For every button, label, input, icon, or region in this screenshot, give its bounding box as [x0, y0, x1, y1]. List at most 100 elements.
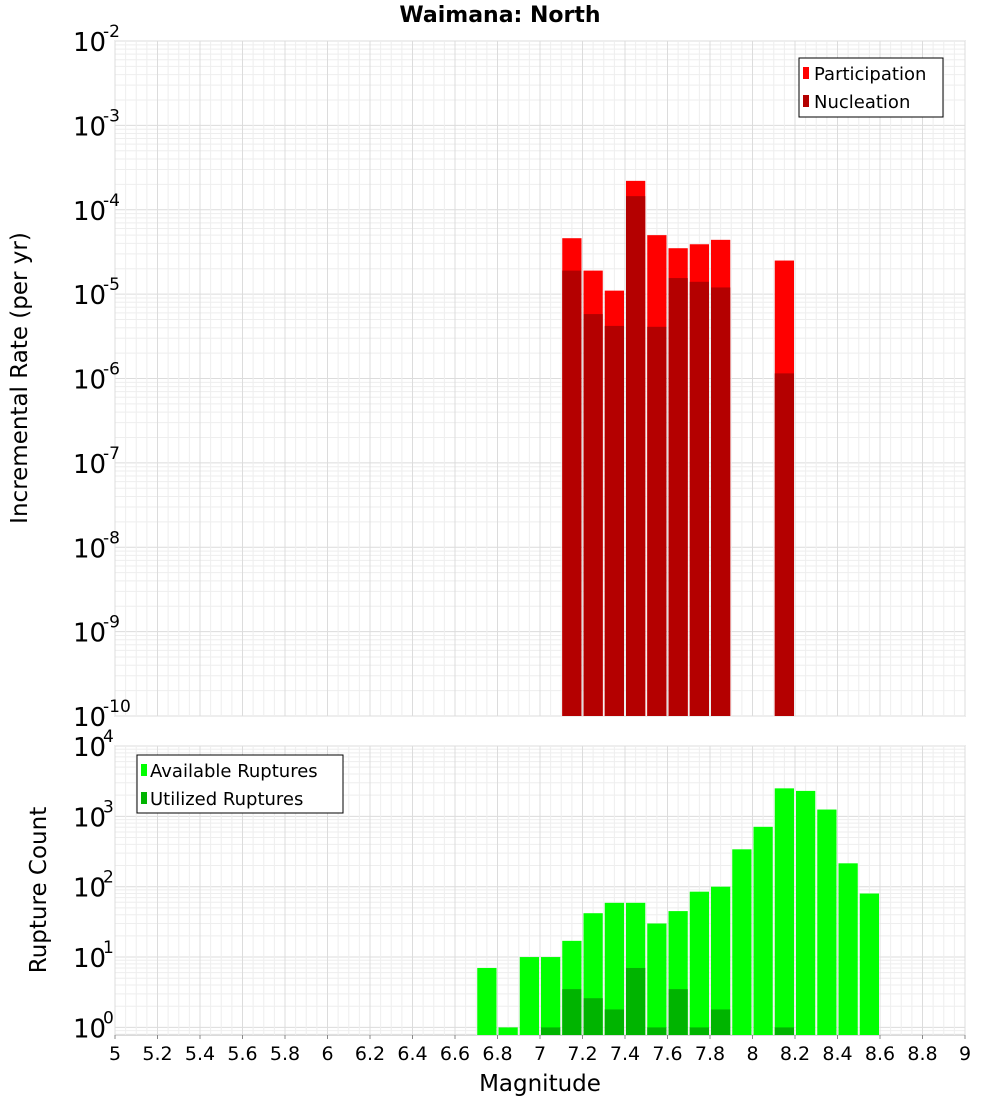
- x-tick-label: 7.4: [610, 1043, 640, 1065]
- rate-y-axis-label: Incremental Rate (per yr): [7, 232, 33, 524]
- count-bar-available-ruptures-7.05: [541, 957, 561, 1035]
- count-bar-utilized-ruptures-7.65: [668, 989, 688, 1035]
- count-bar-utilized-ruptures-7.35: [604, 1009, 624, 1035]
- rate-bar-nucleation-7.75: [689, 281, 709, 716]
- count-bar-available-ruptures-8.55: [859, 893, 879, 1035]
- rate-y-tick-exponent: -2: [103, 22, 120, 42]
- x-tick-label: 5: [109, 1043, 121, 1065]
- count-y-tick: 104: [73, 727, 114, 763]
- rate-y-tick-exponent: -8: [103, 528, 120, 548]
- count-y-tick-base: 10: [73, 944, 106, 974]
- count-bars: [477, 788, 879, 1035]
- count-legend-box: [136, 754, 344, 814]
- count-bar-utilized-ruptures-7.85: [711, 1009, 731, 1035]
- rate-y-tick-exponent: -5: [103, 275, 120, 295]
- count-y-tick-exponent: 2: [103, 868, 114, 888]
- x-tick-label: 9: [959, 1043, 971, 1065]
- count-bar-available-ruptures-6.75: [477, 967, 497, 1035]
- rate-y-tick-base: 10: [73, 28, 106, 58]
- rate-bar-nucleation-7.55: [647, 326, 667, 716]
- x-tick-label: 8.6: [865, 1043, 895, 1065]
- count-bar-utilized-ruptures-7.25: [583, 998, 603, 1035]
- count-bar-available-ruptures-8.25: [796, 790, 816, 1035]
- count-legend: Available Ruptures Utilized Ruptures: [136, 754, 344, 814]
- count-bar-available-ruptures-8.35: [817, 809, 837, 1035]
- x-tick-label: 6.2: [355, 1043, 385, 1065]
- count-y-tick-exponent: 1: [103, 938, 114, 958]
- count-y-tick: 102: [73, 868, 114, 904]
- count-bar-utilized-ruptures-8.15: [774, 1027, 794, 1035]
- utilized-legend-swatch: [141, 792, 147, 804]
- available-legend-label: Available Ruptures: [150, 761, 318, 782]
- count-y-tick: 101: [73, 938, 114, 974]
- rate-y-tick: 10-8: [73, 528, 120, 564]
- rate-bar-nucleation-7.65: [668, 278, 688, 716]
- rate-y-tick: 10-6: [73, 360, 120, 396]
- count-bar-utilized-ruptures-7.75: [689, 1027, 709, 1035]
- rate-y-tick-base: 10: [73, 534, 106, 564]
- x-tick-label: 6.6: [440, 1043, 470, 1065]
- count-bar-utilized-ruptures-7.05: [541, 1027, 561, 1035]
- count-y-axis-label: Rupture Count: [26, 807, 52, 973]
- x-tick-label: 8: [746, 1043, 758, 1065]
- participation-legend-swatch: [803, 67, 809, 79]
- count-y-tick-exponent: 3: [103, 797, 114, 817]
- rate-y-tick-base: 10: [73, 703, 106, 733]
- rate-y-tick: 10-9: [73, 613, 120, 649]
- rate-y-tick-exponent: -6: [103, 360, 120, 380]
- count-bar-available-ruptures-6.95: [519, 957, 539, 1035]
- x-tick-label: 7.6: [652, 1043, 682, 1065]
- rate-y-tick-base: 10: [73, 619, 106, 649]
- rate-y-tick-exponent: -4: [103, 191, 120, 211]
- rate-y-tick-base: 10: [73, 112, 106, 142]
- rate-y-tick-base: 10: [73, 450, 106, 480]
- rate-y-tick-base: 10: [73, 281, 106, 311]
- count-y-tick: 103: [73, 797, 114, 833]
- rate-y-tick: 10-7: [73, 444, 120, 480]
- x-tick-label: 7: [534, 1043, 546, 1065]
- x-tick-label: 8.4: [822, 1043, 852, 1065]
- count-y-tick-base: 10: [73, 1014, 106, 1044]
- rate-y-tick: 10-5: [73, 275, 120, 311]
- count-y-tick-base: 10: [73, 803, 106, 833]
- nucleation-legend-swatch: [803, 95, 809, 107]
- x-tick-label: 7.8: [695, 1043, 725, 1065]
- rate-y-tick: 10-2: [73, 22, 120, 58]
- rate-y-tick: 10-3: [73, 106, 120, 142]
- x-tick-label: 5.6: [227, 1043, 257, 1065]
- count-bar-utilized-ruptures-7.15: [562, 989, 582, 1035]
- magnitude-x-ticks: 5 5.2 5.4 5.6 5.8 6 6.2 6.4 6.6 6.8 7 7.2 7.4 7.6 7.8 8…: [109, 1035, 971, 1065]
- rate-y-tick-exponent: -10: [103, 697, 131, 717]
- utilized-legend-label: Utilized Ruptures: [150, 789, 303, 810]
- participation-legend-label: Participation: [814, 64, 926, 85]
- rate-y-tick-exponent: -7: [103, 444, 120, 464]
- count-y-tick-exponent: 4: [103, 727, 114, 747]
- x-tick-label: 7.2: [567, 1043, 597, 1065]
- rate-grid: [114, 40, 966, 717]
- x-tick-label: 6: [321, 1043, 333, 1065]
- count-bar-available-ruptures-8.45: [838, 863, 858, 1035]
- rate-bar-nucleation-7.15: [562, 270, 582, 716]
- x-tick-label: 8.2: [780, 1043, 810, 1065]
- x-tick-label: 5.4: [185, 1043, 215, 1065]
- rate-bar-nucleation-7.35: [604, 325, 624, 716]
- count-bar-utilized-ruptures-7.45: [626, 967, 646, 1035]
- rate-legend-box: [798, 57, 944, 118]
- rate-y-tick-base: 10: [73, 366, 106, 396]
- rate-bar-nucleation-7.25: [583, 314, 603, 716]
- x-tick-label: 5.8: [270, 1043, 300, 1065]
- count-y-tick-exponent: 0: [103, 1008, 114, 1028]
- magnitude-x-axis-label: Magnitude: [479, 1071, 601, 1097]
- rate-bars: [562, 180, 794, 717]
- x-tick-label: 5.2: [142, 1043, 172, 1065]
- rate-bar-nucleation-7.45: [626, 196, 646, 716]
- count-bar-available-ruptures-6.85: [498, 1027, 518, 1035]
- count-bar-utilized-ruptures-7.55: [647, 1027, 667, 1035]
- count-bar-available-ruptures-7.95: [732, 849, 752, 1035]
